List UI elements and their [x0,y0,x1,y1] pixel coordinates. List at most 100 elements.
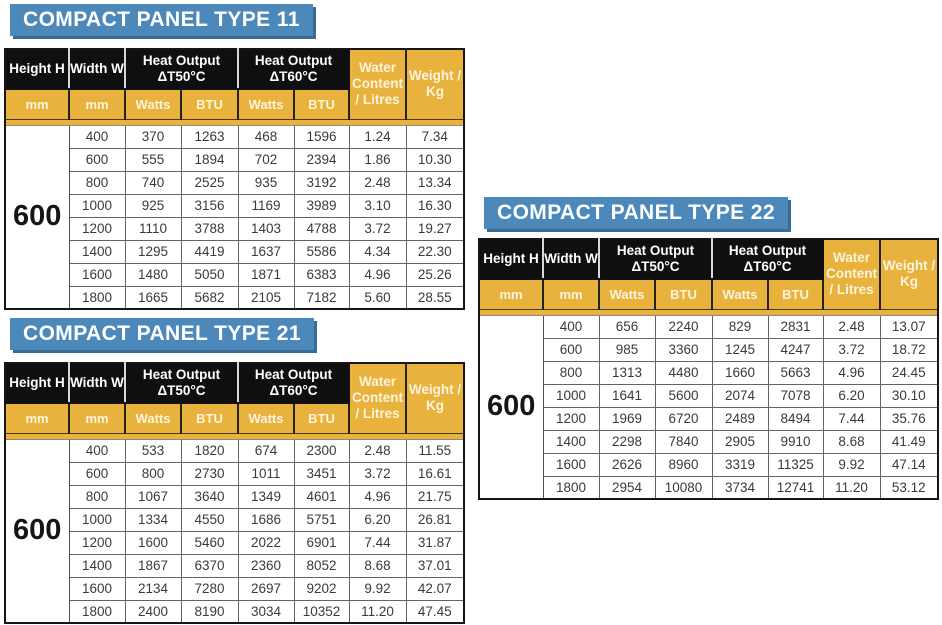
data-cell: 3.72 [348,461,407,486]
table-body: 600 400 370 1263 468 1596 1.24 7.34 600 555 1894 70… [4,124,465,310]
data-cell: 1200 [542,406,600,431]
data-cell: 5663 [767,360,824,385]
data-cell: 674 [237,438,295,463]
data-cell: 18.72 [879,337,939,362]
data-cell: 1800 [68,285,126,310]
data-cell: 400 [542,314,600,339]
data-cell: 468 [237,124,295,149]
data-cell: 19.27 [405,216,465,241]
data-cell: 1.24 [348,124,407,149]
col-header-heat-output-dt60: Heat Output ΔT60°C [238,363,350,404]
table-row: 1200 1110 3788 1403 4788 3.72 19.27 [5,216,465,241]
data-cell: 1263 [180,124,239,149]
data-cell: 9.92 [822,452,881,477]
data-cell: 3640 [180,484,239,509]
height-value-cell: 600 [478,314,544,500]
table-row: 600 555 1894 702 2394 1.86 10.30 [5,147,465,172]
data-cell: 5460 [180,530,239,555]
table-row: 600 400 370 1263 468 1596 1.24 7.34 [4,124,465,310]
col-header-water-content: Water Content / Litres [348,49,407,119]
data-cell: 8052 [293,553,350,578]
data-cell: 2134 [124,576,182,601]
table-header: Height H Width W Heat Output ΔT50°C Heat … [5,49,464,126]
data-cell: 13.07 [879,314,939,339]
table-row: 1800 2954 10080 3734 12741 11.20 53.12 [479,475,939,500]
data-cell: 1400 [542,429,600,454]
data-cell: 10352 [293,599,350,624]
data-cell: 4601 [293,484,350,509]
data-cell: 400 [68,438,126,463]
data-cell: 6370 [180,553,239,578]
data-cell: 16.30 [405,193,465,218]
data-cell: 3734 [711,475,769,500]
col-header-heat-output-dt60: Heat Output ΔT60°C [712,239,824,280]
unit-mm: mm [5,88,70,119]
table-row: 1000 1334 4550 1686 5751 6.20 26.81 [5,507,465,532]
data-cell: 925 [124,193,182,218]
data-cell: 1660 [711,360,769,385]
unit-watts: Watts [712,278,769,309]
unit-watts: Watts [125,88,182,119]
data-cell: 1641 [598,383,656,408]
data-cell: 21.75 [405,484,465,509]
spec-table-type-21: Height H Width W Heat Output ΔT50°C Heat … [4,362,465,624]
data-cell: 3.10 [348,193,407,218]
data-cell: 5050 [180,262,239,287]
table-row: 1800 2400 8190 3034 10352 11.20 47.45 [5,599,465,624]
panel-title-type-21: COMPACT PANEL TYPE 21 [10,318,314,350]
unit-watts: Watts [125,402,182,433]
data-cell: 2105 [237,285,295,310]
data-cell: 555 [124,147,182,172]
data-cell: 11.20 [822,475,881,500]
col-header-width: Width W [69,363,126,404]
data-cell: 1295 [124,239,182,264]
data-cell: 8494 [767,406,824,431]
data-cell: 37.01 [405,553,465,578]
data-cell: 8960 [654,452,713,477]
data-cell: 3989 [293,193,350,218]
col-header-heat-output-dt60: Heat Output ΔT60°C [238,49,350,90]
table-body: 600 400 533 1820 674 2300 2.48 11.55 600 800 2730 1… [4,438,465,624]
data-cell: 1600 [124,530,182,555]
data-cell: 4788 [293,216,350,241]
data-cell: 1011 [237,461,295,486]
table-header: Height H Width W Heat Output ΔT50°C Heat … [479,239,938,316]
unit-btu: BTU [181,402,239,433]
data-cell: 1403 [237,216,295,241]
data-cell: 6901 [293,530,350,555]
data-cell: 5.60 [348,285,407,310]
data-cell: 47.14 [879,452,939,477]
data-cell: 6.20 [348,507,407,532]
data-cell: 2525 [180,170,239,195]
data-cell: 10.30 [405,147,465,172]
data-cell: 3319 [711,452,769,477]
table-row: 1000 925 3156 1169 3989 3.10 16.30 [5,193,465,218]
data-cell: 2831 [767,314,824,339]
data-cell: 2.48 [348,438,407,463]
data-cell: 16.61 [405,461,465,486]
data-cell: 1800 [68,599,126,624]
data-cell: 2298 [598,429,656,454]
data-cell: 2905 [711,429,769,454]
data-cell: 5751 [293,507,350,532]
data-cell: 41.49 [879,429,939,454]
data-cell: 656 [598,314,656,339]
unit-btu: BTU [655,278,713,309]
data-cell: 3034 [237,599,295,624]
data-cell: 3.72 [348,216,407,241]
data-cell: 1200 [68,530,126,555]
data-cell: 370 [124,124,182,149]
data-cell: 2400 [124,599,182,624]
data-cell: 2074 [711,383,769,408]
data-cell: 1969 [598,406,656,431]
data-cell: 985 [598,337,656,362]
unit-watts: Watts [238,88,295,119]
table-row: 1000 1641 5600 2074 7078 6.20 30.10 [479,383,939,408]
panel-title-type-22: COMPACT PANEL TYPE 22 [484,197,788,229]
data-cell: 7280 [180,576,239,601]
col-header-heat-output-dt50: Heat Output ΔT50°C [125,363,239,404]
col-header-heat-output-dt50: Heat Output ΔT50°C [125,49,239,90]
data-cell: 1800 [542,475,600,500]
data-cell: 2360 [237,553,295,578]
